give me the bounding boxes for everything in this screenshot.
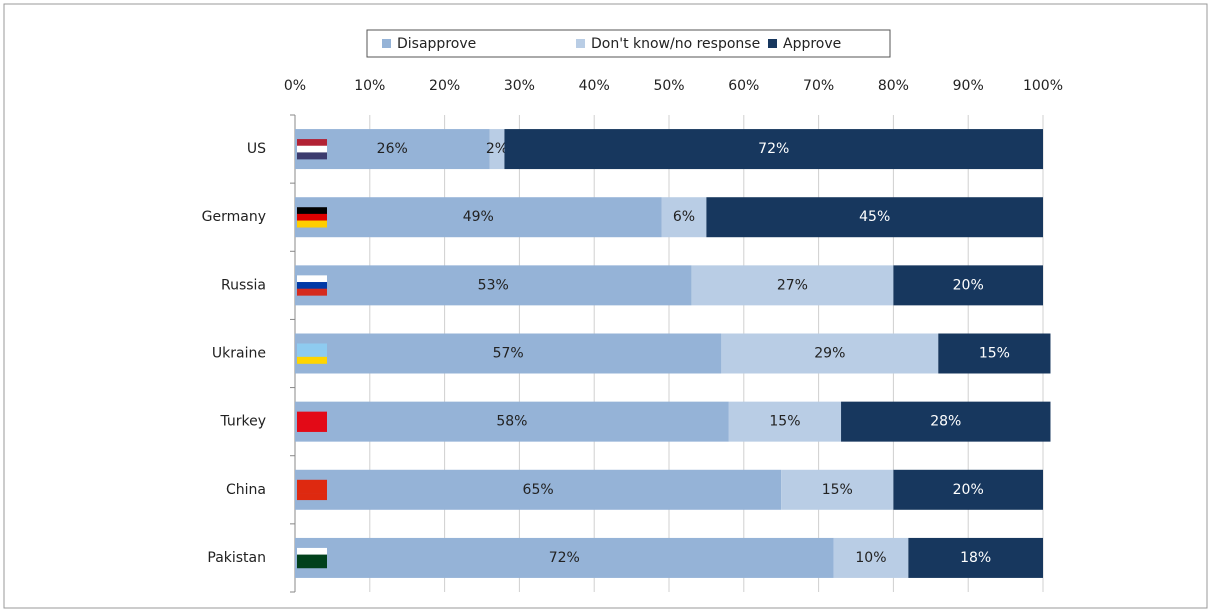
flag-stripe xyxy=(297,288,327,296)
flag-stripe xyxy=(297,561,327,569)
bar-segment xyxy=(661,197,707,238)
value-label: 15% xyxy=(769,414,800,430)
bar-segment xyxy=(893,265,1043,306)
value-label: 10% xyxy=(855,550,886,566)
flag-stripe xyxy=(297,275,327,283)
legend-label: Approve xyxy=(783,36,841,52)
bar-segment xyxy=(908,537,1043,578)
value-label: 72% xyxy=(758,141,789,157)
bar-segment xyxy=(295,129,490,170)
value-label: 15% xyxy=(822,482,853,498)
value-label: 20% xyxy=(953,277,984,293)
value-label: 45% xyxy=(859,209,890,225)
x-tick-label: 70% xyxy=(803,78,834,94)
legend-box xyxy=(366,29,891,58)
y-tick-label: US xyxy=(247,141,266,157)
bar-segment xyxy=(295,401,729,442)
value-label: 65% xyxy=(523,482,554,498)
value-label: 18% xyxy=(960,550,991,566)
y-tick-label: Russia xyxy=(221,277,266,293)
x-tick-label: 80% xyxy=(878,78,909,94)
value-label: 27% xyxy=(777,277,808,293)
flag-stripe xyxy=(297,145,327,153)
value-label: 26% xyxy=(377,141,408,157)
y-tick-label: China xyxy=(226,482,266,498)
x-tick-label: 10% xyxy=(354,78,385,94)
flag-stripe xyxy=(297,486,327,494)
y-tick-label: Turkey xyxy=(219,414,266,430)
x-tick-label: 20% xyxy=(429,78,460,94)
value-label: 49% xyxy=(463,209,494,225)
x-tick-label: 90% xyxy=(953,78,984,94)
flag-stripe xyxy=(297,554,327,562)
flag-stripe xyxy=(297,152,327,160)
bar-segment xyxy=(841,401,1051,442)
bar-segment xyxy=(295,265,692,306)
flag-stripe xyxy=(297,479,327,487)
value-label: 28% xyxy=(930,414,961,430)
bar-segment xyxy=(706,197,1043,238)
bar-segment xyxy=(833,537,909,578)
value-label: 15% xyxy=(979,346,1010,362)
value-label: 72% xyxy=(549,550,580,566)
x-tick-label: 100% xyxy=(1023,78,1063,94)
y-tick-label: Ukraine xyxy=(212,346,266,362)
flag-stripe xyxy=(297,547,327,555)
value-label: 6% xyxy=(673,209,695,225)
flag-stripe xyxy=(297,207,327,215)
x-tick-label: 30% xyxy=(504,78,535,94)
bar-segment xyxy=(295,469,782,510)
x-tick-label: 0% xyxy=(284,78,306,94)
value-label: 20% xyxy=(953,482,984,498)
value-label: 57% xyxy=(493,346,524,362)
chart-frame xyxy=(3,3,1208,609)
bar-segment xyxy=(728,401,842,442)
y-tick-label: Pakistan xyxy=(207,550,266,566)
x-tick-label: 60% xyxy=(728,78,759,94)
flag-stripe xyxy=(297,343,327,351)
bar-segment xyxy=(295,537,834,578)
bar-segment xyxy=(295,333,722,374)
legend-swatch xyxy=(768,39,777,48)
legend-label: Disapprove xyxy=(397,36,476,52)
flag-stripe xyxy=(297,350,327,358)
bar-segment xyxy=(721,333,939,374)
bar-segment xyxy=(781,469,894,510)
value-label: 58% xyxy=(496,414,527,430)
value-label: 29% xyxy=(814,346,845,362)
flag-stripe xyxy=(297,418,327,426)
bar-segment xyxy=(489,129,505,170)
bar-segment xyxy=(295,197,662,238)
flag-stripe xyxy=(297,424,327,432)
flag-stripe xyxy=(297,356,327,364)
bar-segment xyxy=(504,129,1043,170)
flag-stripe xyxy=(297,411,327,419)
flag-stripe xyxy=(297,139,327,147)
flag-stripe xyxy=(297,282,327,289)
y-tick-label: Germany xyxy=(202,209,266,225)
bar-segment xyxy=(691,265,894,306)
bar-segment xyxy=(938,333,1051,374)
flag-stripe xyxy=(297,220,327,228)
x-tick-label: 50% xyxy=(653,78,684,94)
flag-stripe xyxy=(297,213,327,221)
bar-segment xyxy=(893,469,1043,510)
legend-swatch xyxy=(382,39,391,48)
value-label: 53% xyxy=(478,277,509,293)
flag-stripe xyxy=(297,493,327,501)
value-label: 2% xyxy=(486,141,508,157)
x-tick-label: 40% xyxy=(579,78,610,94)
legend-swatch xyxy=(576,39,585,48)
legend-label: Don't know/no response xyxy=(591,36,760,52)
